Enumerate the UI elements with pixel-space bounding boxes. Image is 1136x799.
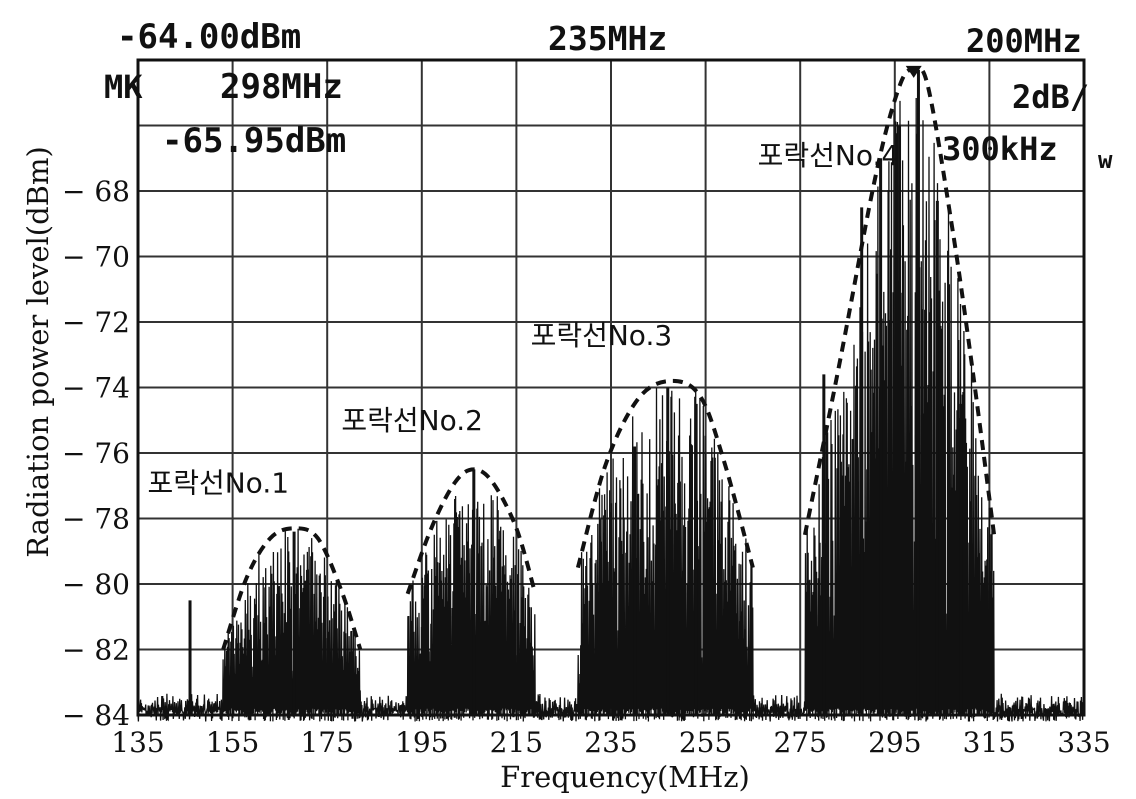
x-tick-label-1: 155 <box>206 726 259 759</box>
envelope-label-2: 포락선No.2 <box>341 404 483 437</box>
y-tick-label-0: − 68 <box>62 175 130 208</box>
envelope-label-4: 포락선No.4 <box>758 139 900 172</box>
y-tick-label-5: − 78 <box>62 503 130 536</box>
x-tick-label-6: 255 <box>679 726 732 759</box>
x-tick-label-7: 275 <box>773 726 826 759</box>
y-tick-label-1: − 70 <box>62 241 130 274</box>
x-tick-label-0: 135 <box>111 726 164 759</box>
span: 200MHz <box>966 22 1082 60</box>
marker-triangle <box>905 65 922 78</box>
spectrum-trace <box>137 69 1085 722</box>
y-tick-label-3: − 74 <box>62 372 130 405</box>
x-tick-label-2: 175 <box>300 726 353 759</box>
plot-border <box>136 58 1086 717</box>
center-frequency: 235MHz <box>548 19 667 58</box>
rbw: 300kHz <box>942 130 1058 168</box>
envelope-curve-2 <box>405 467 538 595</box>
y-tick-label-2: − 72 <box>62 306 130 339</box>
x-tick-labels: 135 155 175 195 215 235 255 275 295 315 335 <box>111 726 1110 759</box>
envelope-curves <box>221 65 997 651</box>
marker-label: MK <box>104 68 143 106</box>
x-tick-label-9: 315 <box>963 726 1016 759</box>
x-tick-label-3: 195 <box>395 726 448 759</box>
spectrum-line <box>137 97 1085 722</box>
annotations: 포락선No.1 포락선No.2 포락선No.3 포락선No.4 <box>147 139 900 499</box>
y-tick-label-6: − 80 <box>62 568 130 601</box>
marker-level: -65.95dBm <box>162 121 346 161</box>
x-tick-label-8: 295 <box>868 726 921 759</box>
rbw-unit: w <box>1098 146 1113 174</box>
x-axis-label: Frequency(MHz) <box>500 760 750 794</box>
x-tick-label-10: 335 <box>1057 726 1110 759</box>
envelope-label-3: 포락선No.3 <box>531 319 673 352</box>
y-tick-label-4: − 76 <box>62 437 130 470</box>
y-tick-label-8: − 84 <box>62 699 130 732</box>
y-tick-label-7: − 82 <box>62 634 130 667</box>
ref-level: -64.00dBm <box>117 17 301 57</box>
x-tick-label-4: 215 <box>490 726 543 759</box>
x-tick-label-5: 235 <box>584 726 637 759</box>
y-axis-label: Radiation power level(dBm) <box>21 146 55 558</box>
marker-frequency: 298MHz <box>220 67 343 107</box>
envelope-curve-1 <box>221 526 363 651</box>
envelope-label-1: 포락선No.1 <box>147 466 289 499</box>
scale: 2dB/ <box>1012 78 1089 116</box>
envelope-curve-3 <box>575 378 755 569</box>
y-tick-labels: − 68 − 70 − 72 − 74 − 76 − 78 − 80 − 82 − 84 <box>62 175 130 732</box>
